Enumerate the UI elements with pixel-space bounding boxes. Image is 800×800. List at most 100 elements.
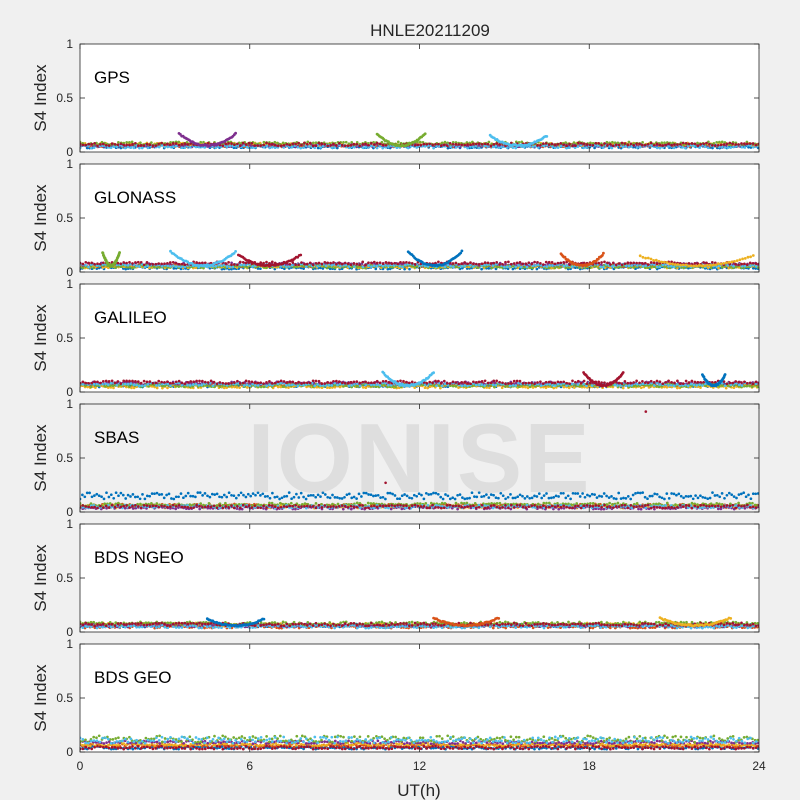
- data-point: [288, 262, 292, 266]
- data-point: [596, 144, 600, 148]
- data-point: [104, 143, 108, 147]
- data-point: [652, 265, 655, 269]
- data-point: [722, 262, 726, 265]
- data-point: [710, 144, 714, 147]
- data-point: [174, 262, 178, 265]
- data-point: [239, 263, 243, 267]
- data-point: [172, 145, 175, 149]
- data-point: [361, 265, 365, 269]
- data-point: [299, 253, 303, 257]
- data-point: [232, 252, 236, 255]
- data-point: [500, 386, 504, 390]
- data-point: [602, 265, 605, 269]
- data-point: [716, 262, 720, 266]
- data-point: [667, 142, 670, 146]
- data-point: [606, 261, 609, 265]
- data-point: [112, 145, 116, 149]
- data-point: [250, 141, 254, 145]
- data-point: [131, 143, 134, 146]
- data-point: [214, 264, 218, 268]
- data-point: [407, 261, 411, 265]
- data-point: [734, 265, 738, 269]
- data-point: [504, 260, 507, 264]
- data-point: [610, 146, 614, 150]
- data-point: [265, 141, 268, 145]
- data-point: [418, 265, 421, 268]
- data-point: [136, 260, 140, 264]
- data-point: [534, 264, 537, 267]
- data-point: [131, 262, 134, 265]
- data-point: [547, 266, 551, 270]
- data-point: [245, 145, 249, 149]
- data-point: [454, 261, 458, 265]
- data-point: [698, 146, 701, 150]
- arc-glonass-3: [237, 253, 303, 268]
- arc-glonass-1: [101, 251, 121, 268]
- data-point: [514, 265, 518, 269]
- data-point: [676, 263, 680, 266]
- data-point: [145, 142, 149, 146]
- data-point: [329, 143, 332, 147]
- data-point: [270, 142, 274, 146]
- data-point: [125, 143, 128, 147]
- data-point: [524, 262, 528, 266]
- data-point: [262, 140, 266, 144]
- data-point: [535, 267, 539, 271]
- data-point: [556, 265, 559, 269]
- data-point: [654, 258, 658, 262]
- data-point: [533, 260, 536, 264]
- data-point: [236, 263, 239, 267]
- data-point: [591, 143, 595, 147]
- data-point: [681, 146, 684, 149]
- data-point: [713, 144, 717, 148]
- data-point: [699, 386, 702, 389]
- data-point: [311, 263, 315, 267]
- data-point: [343, 261, 347, 265]
- data-point: [477, 263, 481, 266]
- data-point: [87, 142, 91, 146]
- data-point: [431, 143, 434, 147]
- data-point: [614, 143, 618, 147]
- data-point: [367, 143, 370, 147]
- data-point: [747, 145, 750, 149]
- data-point: [262, 145, 266, 149]
- data-point: [188, 145, 192, 149]
- data-point: [459, 251, 463, 255]
- data-point: [708, 142, 711, 146]
- data-point: [690, 142, 694, 145]
- data-point: [163, 143, 166, 147]
- data-point: [245, 386, 249, 389]
- data-point: [128, 143, 131, 147]
- data-point: [146, 264, 150, 268]
- data-point: [719, 262, 723, 266]
- data-point: [101, 142, 105, 146]
- data-point: [328, 386, 332, 390]
- data-point: [312, 382, 316, 385]
- data-point: [171, 142, 175, 145]
- data-point: [498, 263, 501, 266]
- data-point: [723, 146, 727, 149]
- data-point: [185, 140, 189, 144]
- data-point: [338, 385, 342, 389]
- data-point: [620, 263, 624, 267]
- data-point: [177, 143, 181, 147]
- data-point: [114, 266, 118, 270]
- data-point: [346, 262, 350, 266]
- data-point: [748, 142, 752, 145]
- data-point: [265, 260, 268, 264]
- data-point: [483, 263, 486, 267]
- data-point: [460, 249, 464, 253]
- data-point: [422, 142, 426, 146]
- data-point: [299, 146, 303, 150]
- data-point: [594, 141, 598, 145]
- data-point: [288, 265, 291, 268]
- data-point: [451, 140, 455, 144]
- data-point: [180, 262, 184, 266]
- data-point: [81, 266, 85, 270]
- data-point: [227, 261, 230, 264]
- data-point: [602, 146, 605, 149]
- data-point: [158, 266, 161, 269]
- data-point: [542, 385, 545, 389]
- data-point: [667, 145, 670, 148]
- data-point: [743, 146, 747, 149]
